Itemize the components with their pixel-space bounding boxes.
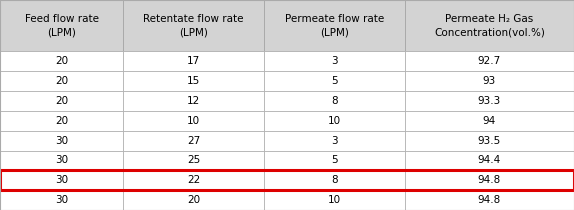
Bar (405, 71, 574, 91)
Bar (0, 170, 574, 190)
Bar (264, 131, 405, 151)
Bar (405, 0, 574, 51)
Text: 17: 17 (187, 56, 200, 66)
Text: 93.3: 93.3 (478, 96, 501, 106)
Text: 20: 20 (55, 56, 68, 66)
Bar (0, 91, 123, 111)
Text: 5: 5 (331, 76, 338, 86)
Bar (405, 51, 574, 71)
Text: 20: 20 (187, 195, 200, 205)
Text: 22: 22 (187, 175, 200, 185)
Text: 94.8: 94.8 (478, 175, 501, 185)
Bar (264, 91, 405, 111)
Bar (0, 0, 123, 51)
Bar (264, 190, 405, 210)
Text: 93: 93 (483, 76, 496, 86)
Text: 94.4: 94.4 (478, 155, 501, 165)
Text: 30: 30 (55, 175, 68, 185)
Bar (0, 190, 123, 210)
Bar (123, 131, 264, 151)
Bar (405, 190, 574, 210)
Bar (264, 71, 405, 91)
Text: 8: 8 (331, 175, 338, 185)
Text: 30: 30 (55, 195, 68, 205)
Text: 93.5: 93.5 (478, 136, 501, 146)
Text: 25: 25 (187, 155, 200, 165)
Text: 94.8: 94.8 (478, 195, 501, 205)
Text: 30: 30 (55, 155, 68, 165)
Bar (0, 111, 123, 131)
Text: 94: 94 (483, 116, 496, 126)
Text: 8: 8 (331, 96, 338, 106)
Bar (264, 51, 405, 71)
Bar (123, 151, 264, 170)
Text: 30: 30 (55, 136, 68, 146)
Bar (405, 111, 574, 131)
Text: 5: 5 (331, 155, 338, 165)
Bar (264, 0, 405, 51)
Text: 20: 20 (55, 116, 68, 126)
Bar (123, 190, 264, 210)
Text: Retentate flow rate
(LPM): Retentate flow rate (LPM) (144, 14, 244, 38)
Text: 15: 15 (187, 76, 200, 86)
Text: 12: 12 (187, 96, 200, 106)
Text: 92.7: 92.7 (478, 56, 501, 66)
Text: Feed flow rate
(LPM): Feed flow rate (LPM) (25, 14, 99, 38)
Bar (0, 71, 123, 91)
Bar (0, 131, 123, 151)
Text: 20: 20 (55, 96, 68, 106)
Bar (123, 170, 264, 190)
Bar (123, 71, 264, 91)
Text: 10: 10 (328, 116, 341, 126)
Bar (405, 131, 574, 151)
Bar (0, 151, 123, 170)
Bar (0, 170, 123, 190)
Text: Permeate H₂ Gas
Concentration(vol.%): Permeate H₂ Gas Concentration(vol.%) (434, 14, 545, 38)
Text: Permeate flow rate
(LPM): Permeate flow rate (LPM) (285, 14, 384, 38)
Bar (123, 111, 264, 131)
Bar (123, 0, 264, 51)
Bar (123, 91, 264, 111)
Text: 3: 3 (331, 136, 338, 146)
Text: 27: 27 (187, 136, 200, 146)
Text: 10: 10 (328, 195, 341, 205)
Bar (264, 111, 405, 131)
Bar (405, 91, 574, 111)
Bar (264, 151, 405, 170)
Bar (405, 170, 574, 190)
Text: 3: 3 (331, 56, 338, 66)
Text: 10: 10 (187, 116, 200, 126)
Text: 20: 20 (55, 76, 68, 86)
Bar (123, 51, 264, 71)
Bar (264, 170, 405, 190)
Bar (0, 51, 123, 71)
Bar (405, 151, 574, 170)
